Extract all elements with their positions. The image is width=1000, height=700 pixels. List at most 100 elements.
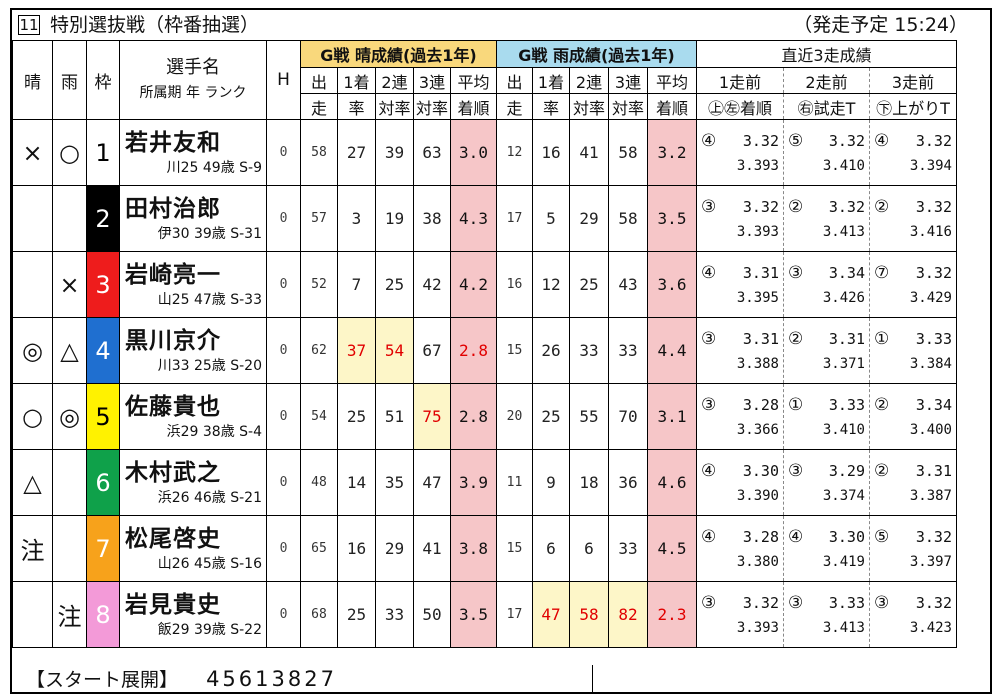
recent-race-3: ② 3.34 3.400	[869, 383, 957, 450]
rider-info: 山26 45歳 S-16	[157, 555, 262, 572]
start-formation-order: 45613827	[206, 667, 337, 691]
recent-finish-position: ⑤	[874, 526, 890, 547]
rain-avg: 4.5	[647, 515, 697, 582]
dry-trio: 50	[413, 581, 451, 648]
recent-trial-time: 3.29	[828, 461, 865, 480]
wet-mark: ○	[52, 119, 87, 186]
rain-starts: 15	[496, 317, 533, 384]
rain-win: 47	[532, 581, 570, 648]
header-recent-3: 3走前	[869, 67, 957, 94]
rider-row: 2 田村治郎 伊30 39歳 S-31 0 57 3 19 38 4.3 17 5 29 58 3.5 ③ 3…	[12, 185, 957, 252]
dry-quinella: 19	[375, 185, 414, 252]
header-rain-starts-1: 出	[496, 67, 533, 94]
recent-race-1: ③ 3.32 3.393	[696, 185, 784, 252]
wet-mark	[52, 185, 87, 252]
recent-trial-time: 3.31	[828, 329, 865, 348]
rain-starts: 15	[496, 515, 533, 582]
header-rain-quinella-2: 対率	[569, 93, 609, 120]
recent-trial-time: 3.33	[828, 593, 865, 612]
recent-lap-time: 3.387	[909, 487, 952, 504]
recent-lap-time: 3.393	[736, 157, 779, 174]
start-formation-bar: 【スタート展開】 45613827	[12, 665, 990, 694]
recent-trial-time: 3.34	[915, 395, 952, 414]
recent-trial-time: 3.28	[742, 395, 779, 414]
recent-race-3: ③ 3.32 3.423	[869, 581, 957, 648]
dry-avg: 4.3	[450, 185, 497, 252]
rider-name: 岩崎亮一	[125, 261, 221, 288]
rider-row: 注 7 松尾啓史 山26 45歳 S-16 0 65 16 29 41 3.8 15 6 6 33 4.5 ④…	[12, 515, 957, 582]
dry-quinella: 39	[375, 119, 414, 186]
recent-lap-time: 3.366	[736, 421, 779, 438]
header-rain-trio-1: 3連	[608, 67, 648, 94]
recent-trial-time: 3.32	[915, 131, 952, 150]
recent-race-3: ① 3.33 3.384	[869, 317, 957, 384]
frame-number: 6	[86, 449, 120, 516]
race-start-time: （発走予定 15:24）	[793, 14, 968, 36]
rain-avg: 3.1	[647, 383, 697, 450]
recent-finish-position: ②	[788, 196, 804, 217]
recent-lap-time: 3.416	[909, 223, 952, 240]
recent-finish-position: ④	[874, 130, 890, 151]
frame-number: 3	[86, 251, 120, 318]
dry-trio: 63	[413, 119, 451, 186]
recent-finish-position: ③	[701, 196, 717, 217]
header-rain-trio-2: 対率	[608, 93, 648, 120]
rider-info: 川25 49歳 S-9	[166, 159, 262, 176]
rain-avg: 3.2	[647, 119, 697, 186]
recent-finish-position: ①	[788, 394, 804, 415]
dry-win: 25	[337, 383, 376, 450]
handicap: 0	[266, 581, 301, 648]
dry-starts: 52	[300, 251, 338, 318]
rain-starts: 17	[496, 185, 533, 252]
rain-avg: 3.5	[647, 185, 697, 252]
recent-finish-position: ②	[874, 394, 890, 415]
recent-finish-position: ③	[701, 328, 717, 349]
recent-race-3: ② 3.31 3.387	[869, 449, 957, 516]
header-recent-sub-3: ㊦上がりT	[869, 93, 957, 120]
rider-row: × 3 岩崎亮一 山25 47歳 S-33 0 52 7 25 42 4.2 16 12 25 43 3.6…	[12, 251, 957, 318]
dry-starts: 57	[300, 185, 338, 252]
recent-lap-time: 3.410	[822, 157, 865, 174]
rain-starts: 11	[496, 449, 533, 516]
recent-lap-time: 3.413	[822, 223, 865, 240]
rain-win: 26	[532, 317, 570, 384]
rider-cell: 黒川京介 川33 25歳 S-20	[119, 317, 267, 384]
rain-quinella: 6	[569, 515, 609, 582]
dry-win: 37	[337, 317, 376, 384]
frame-number: 2	[86, 185, 120, 252]
header-dry-trio-1: 3連	[413, 67, 451, 94]
dry-trio: 38	[413, 185, 451, 252]
race-name: 特別選抜戦（枠番抽選）	[50, 14, 260, 36]
race-number-box: 11	[18, 15, 40, 35]
rider-name: 黒川京介	[125, 327, 221, 354]
header-rider-name-main: 選手名	[166, 57, 220, 78]
dry-starts: 48	[300, 449, 338, 516]
header-dry-mark: 晴	[12, 40, 53, 120]
rain-trio: 43	[608, 251, 648, 318]
dry-mark: ◎	[12, 317, 53, 384]
frame-number: 5	[86, 383, 120, 450]
rain-avg: 4.4	[647, 317, 697, 384]
dry-win: 3	[337, 185, 376, 252]
rain-quinella: 18	[569, 449, 609, 516]
rain-trio: 82	[608, 581, 648, 648]
dry-mark: 注	[12, 515, 53, 582]
recent-race-2: ② 3.32 3.413	[783, 185, 870, 252]
rider-cell: 岩見貴史 飯29 39歳 S-22	[119, 581, 267, 648]
recent-race-1: ④ 3.30 3.390	[696, 449, 784, 516]
header-dry-avg-2: 着順	[450, 93, 497, 120]
recent-finish-position: ④	[701, 526, 717, 547]
header-dry-win-1: 1着	[337, 67, 376, 94]
header-dry-quinella-2: 対率	[375, 93, 414, 120]
recent-race-3: ② 3.32 3.416	[869, 185, 957, 252]
rain-win: 6	[532, 515, 570, 582]
recent-lap-time: 3.429	[909, 289, 952, 306]
header-rider-name: 選手名 所属期 年 ランク	[119, 40, 267, 120]
rain-avg: 2.3	[647, 581, 697, 648]
header-recent-1: 1走前	[696, 67, 784, 94]
entry-table: 晴 雨 枠 選手名 所属期 年 ランク H G戦 晴成績(過去1年) G戦 雨成…	[12, 40, 957, 648]
header-dry-trio-2: 対率	[413, 93, 451, 120]
dry-starts: 62	[300, 317, 338, 384]
recent-lap-time: 3.426	[822, 289, 865, 306]
rider-info: 浜29 38歳 S-4	[166, 423, 262, 440]
